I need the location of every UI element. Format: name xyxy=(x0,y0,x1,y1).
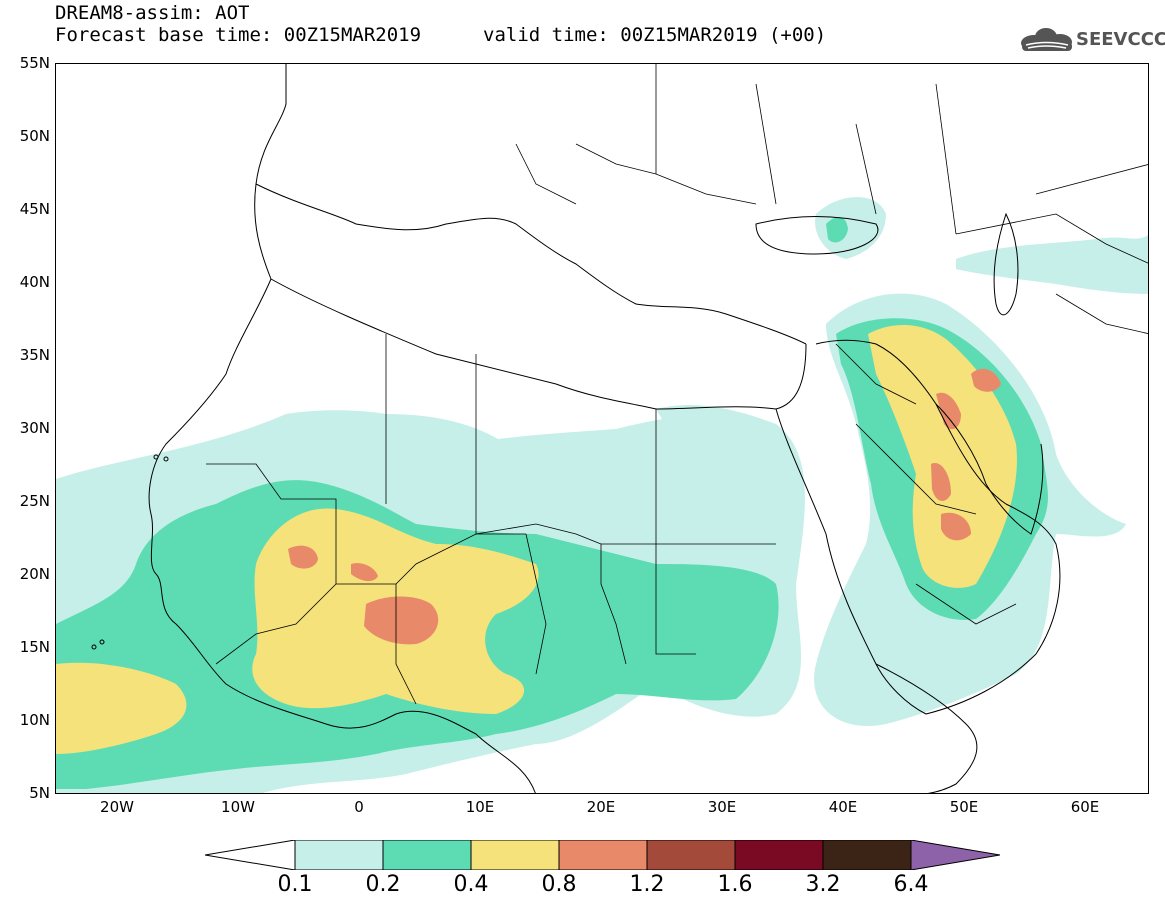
chart-title: DREAM8-assim: AOT xyxy=(55,2,250,24)
aot-map-svg xyxy=(56,64,1148,793)
colorbar-label: 0.8 xyxy=(541,872,577,897)
lat-label: 5N xyxy=(29,784,50,802)
colorbar-segment-5 xyxy=(646,840,736,870)
aot-field-arabian-plume xyxy=(814,197,1148,726)
aot-region-0.8-mali xyxy=(288,545,318,569)
country-borders xyxy=(206,64,1148,705)
aot-region-0.8-arabia-1 xyxy=(936,392,961,430)
forecast-base-time: Forecast base time: 00Z15MAR2019 xyxy=(55,24,422,46)
aot-region-0.8-niger xyxy=(364,596,439,645)
lon-label: 10W xyxy=(221,798,255,816)
colorbar-segment-above xyxy=(910,840,1000,870)
colorbar-segment-4 xyxy=(558,840,648,870)
lon-label: 40E xyxy=(828,798,858,816)
lat-label: 15N xyxy=(19,638,50,656)
colorbar-segment-2 xyxy=(382,840,472,870)
lat-label: 25N xyxy=(19,492,50,510)
lon-label: 10E xyxy=(465,798,495,816)
aot-field-saharan-plume xyxy=(56,404,805,793)
colorbar-label: 0.1 xyxy=(277,872,313,897)
colorbar-label: 3.2 xyxy=(805,872,841,897)
cloud-logo-icon xyxy=(1021,28,1072,51)
aot-region-0.2-georgia xyxy=(826,217,848,243)
lat-label: 45N xyxy=(19,200,50,218)
aot-region-0.4-arabia xyxy=(868,324,1017,588)
aot-region-0.8-arabia-3 xyxy=(941,512,971,541)
colorbar-segment-3 xyxy=(470,840,560,870)
lat-label: 50N xyxy=(19,127,50,145)
lon-label: 0 xyxy=(354,798,364,816)
colorbar-segment-6 xyxy=(734,840,824,870)
aot-region-0.1-caspian xyxy=(956,235,1148,294)
colorbar-label: 1.6 xyxy=(717,872,753,897)
logo-text: SEEVCCC xyxy=(1076,29,1165,50)
lat-label: 20N xyxy=(19,565,50,583)
colorbar-legend xyxy=(205,840,1000,870)
lon-label: 20W xyxy=(100,798,134,816)
aot-region-0.4-gulf-guinea xyxy=(56,662,187,754)
aot-region-0.1-caucasus xyxy=(815,197,886,259)
lon-label: 20E xyxy=(586,798,616,816)
colorbar-label: 0.4 xyxy=(453,872,489,897)
lat-label: 35N xyxy=(19,346,50,364)
colorbar-label: 0.2 xyxy=(365,872,401,897)
lon-label: 30E xyxy=(707,798,737,816)
colorbar-label: 6.4 xyxy=(893,872,929,897)
lat-label: 30N xyxy=(19,419,50,437)
aot-region-0.1-egypt xyxy=(656,404,786,444)
lon-label: 60E xyxy=(1070,798,1100,816)
colorbar-label: 1.2 xyxy=(629,872,665,897)
aot-region-0.8-iran xyxy=(971,368,1001,392)
coastlines xyxy=(91,64,1061,793)
valid-time: valid time: 00Z15MAR2019 (+00) xyxy=(483,24,827,46)
lat-label: 55N xyxy=(19,54,50,72)
colorbar-segment-below xyxy=(205,840,296,870)
aot-region-0.1-libya xyxy=(466,414,716,461)
colorbar-segment-1 xyxy=(294,840,384,870)
lat-label: 10N xyxy=(19,711,50,729)
lat-label: 40N xyxy=(19,273,50,291)
aot-region-0.8-mali2 xyxy=(351,563,378,582)
aot-region-0.8-arabia-2 xyxy=(931,463,951,501)
colorbar-segment-7 xyxy=(822,840,912,870)
map-area xyxy=(55,63,1149,794)
lon-label: 50E xyxy=(949,798,979,816)
